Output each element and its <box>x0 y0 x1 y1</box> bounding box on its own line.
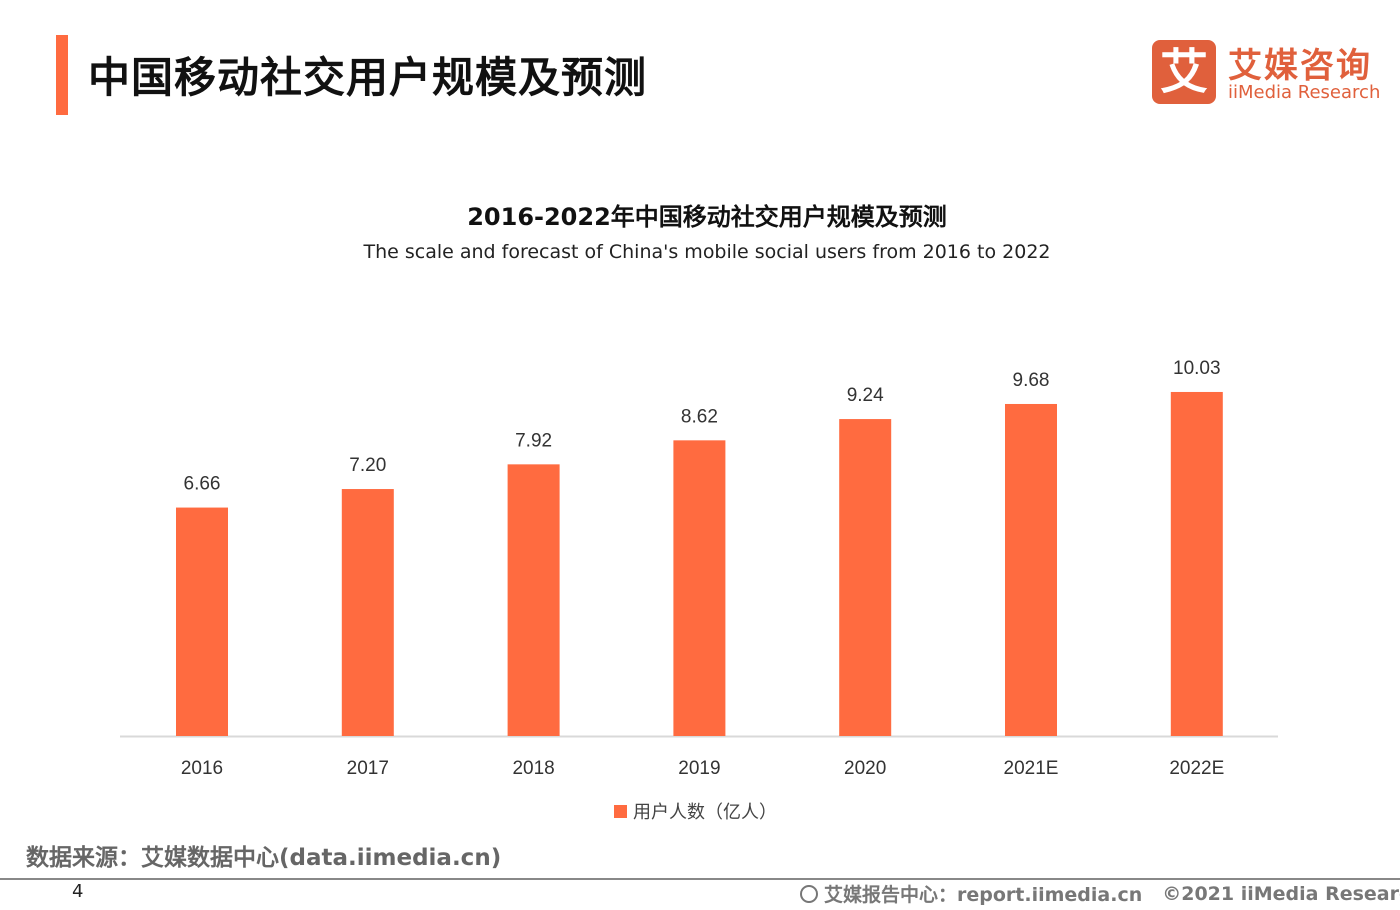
data-source: 数据来源：艾媒数据中心(data.iimedia.cn) <box>26 845 502 871</box>
x-tick-2016: 2016 <box>181 758 223 779</box>
x-tick-2022E: 2022E <box>1169 758 1224 779</box>
logo-name-en: iiMedia Research <box>1228 82 1381 103</box>
iimedia-logo: 艾 艾媒咨询 iiMedia Research <box>1152 38 1392 106</box>
x-tick-2018: 2018 <box>512 758 554 779</box>
bar-2021E <box>1005 403 1057 736</box>
title-accent-bar <box>56 35 68 115</box>
data-label-2020: 9.24 <box>847 385 884 406</box>
data-label-2021E: 9.68 <box>1013 370 1050 391</box>
data-label-2019: 8.62 <box>681 406 718 427</box>
page-title: 中国移动社交用户规模及预测 <box>88 53 648 102</box>
logo-mark: 艾 <box>1152 40 1216 104</box>
footer-credits: 艾媒报告中心：report.iimedia.cn ©2021 iiMedia R… <box>800 880 1400 907</box>
bar-2022E <box>1170 391 1223 736</box>
x-tick-2021E: 2021E <box>1004 758 1059 779</box>
logo-name-cn: 艾媒咨询 <box>1228 46 1372 86</box>
legend: 用户人数（亿人） <box>614 798 777 824</box>
chart-subtitle: The scale and forecast of China's mobile… <box>363 241 1051 263</box>
x-tick-2017: 2017 <box>347 758 389 779</box>
data-label-2016: 6.66 <box>184 474 221 495</box>
page-number: 4 <box>72 881 84 902</box>
report-link[interactable]: 艾媒报告中心：report.iimedia.cn <box>824 884 1143 906</box>
x-tick-2020: 2020 <box>844 758 886 779</box>
legend-label: 用户人数（亿人） <box>633 802 777 823</box>
data-label-2018: 7.92 <box>515 430 552 451</box>
bar-2016 <box>176 507 228 736</box>
bar-2019 <box>673 440 726 736</box>
bar-2020 <box>839 419 892 736</box>
bar-2018 <box>507 464 560 736</box>
footer-divider <box>0 878 1400 880</box>
chart-title: 2016-2022年中国移动社交用户规模及预测 <box>467 203 947 231</box>
x-tick-2019: 2019 <box>678 758 720 779</box>
data-label-2017: 7.20 <box>349 455 386 476</box>
data-label-2022E: 10.03 <box>1173 358 1221 379</box>
bar-2017 <box>341 489 394 736</box>
legend-swatch <box>614 804 627 818</box>
globe-icon <box>800 884 818 903</box>
copyright: ©2021 iiMedia Research Inc <box>1162 882 1400 905</box>
